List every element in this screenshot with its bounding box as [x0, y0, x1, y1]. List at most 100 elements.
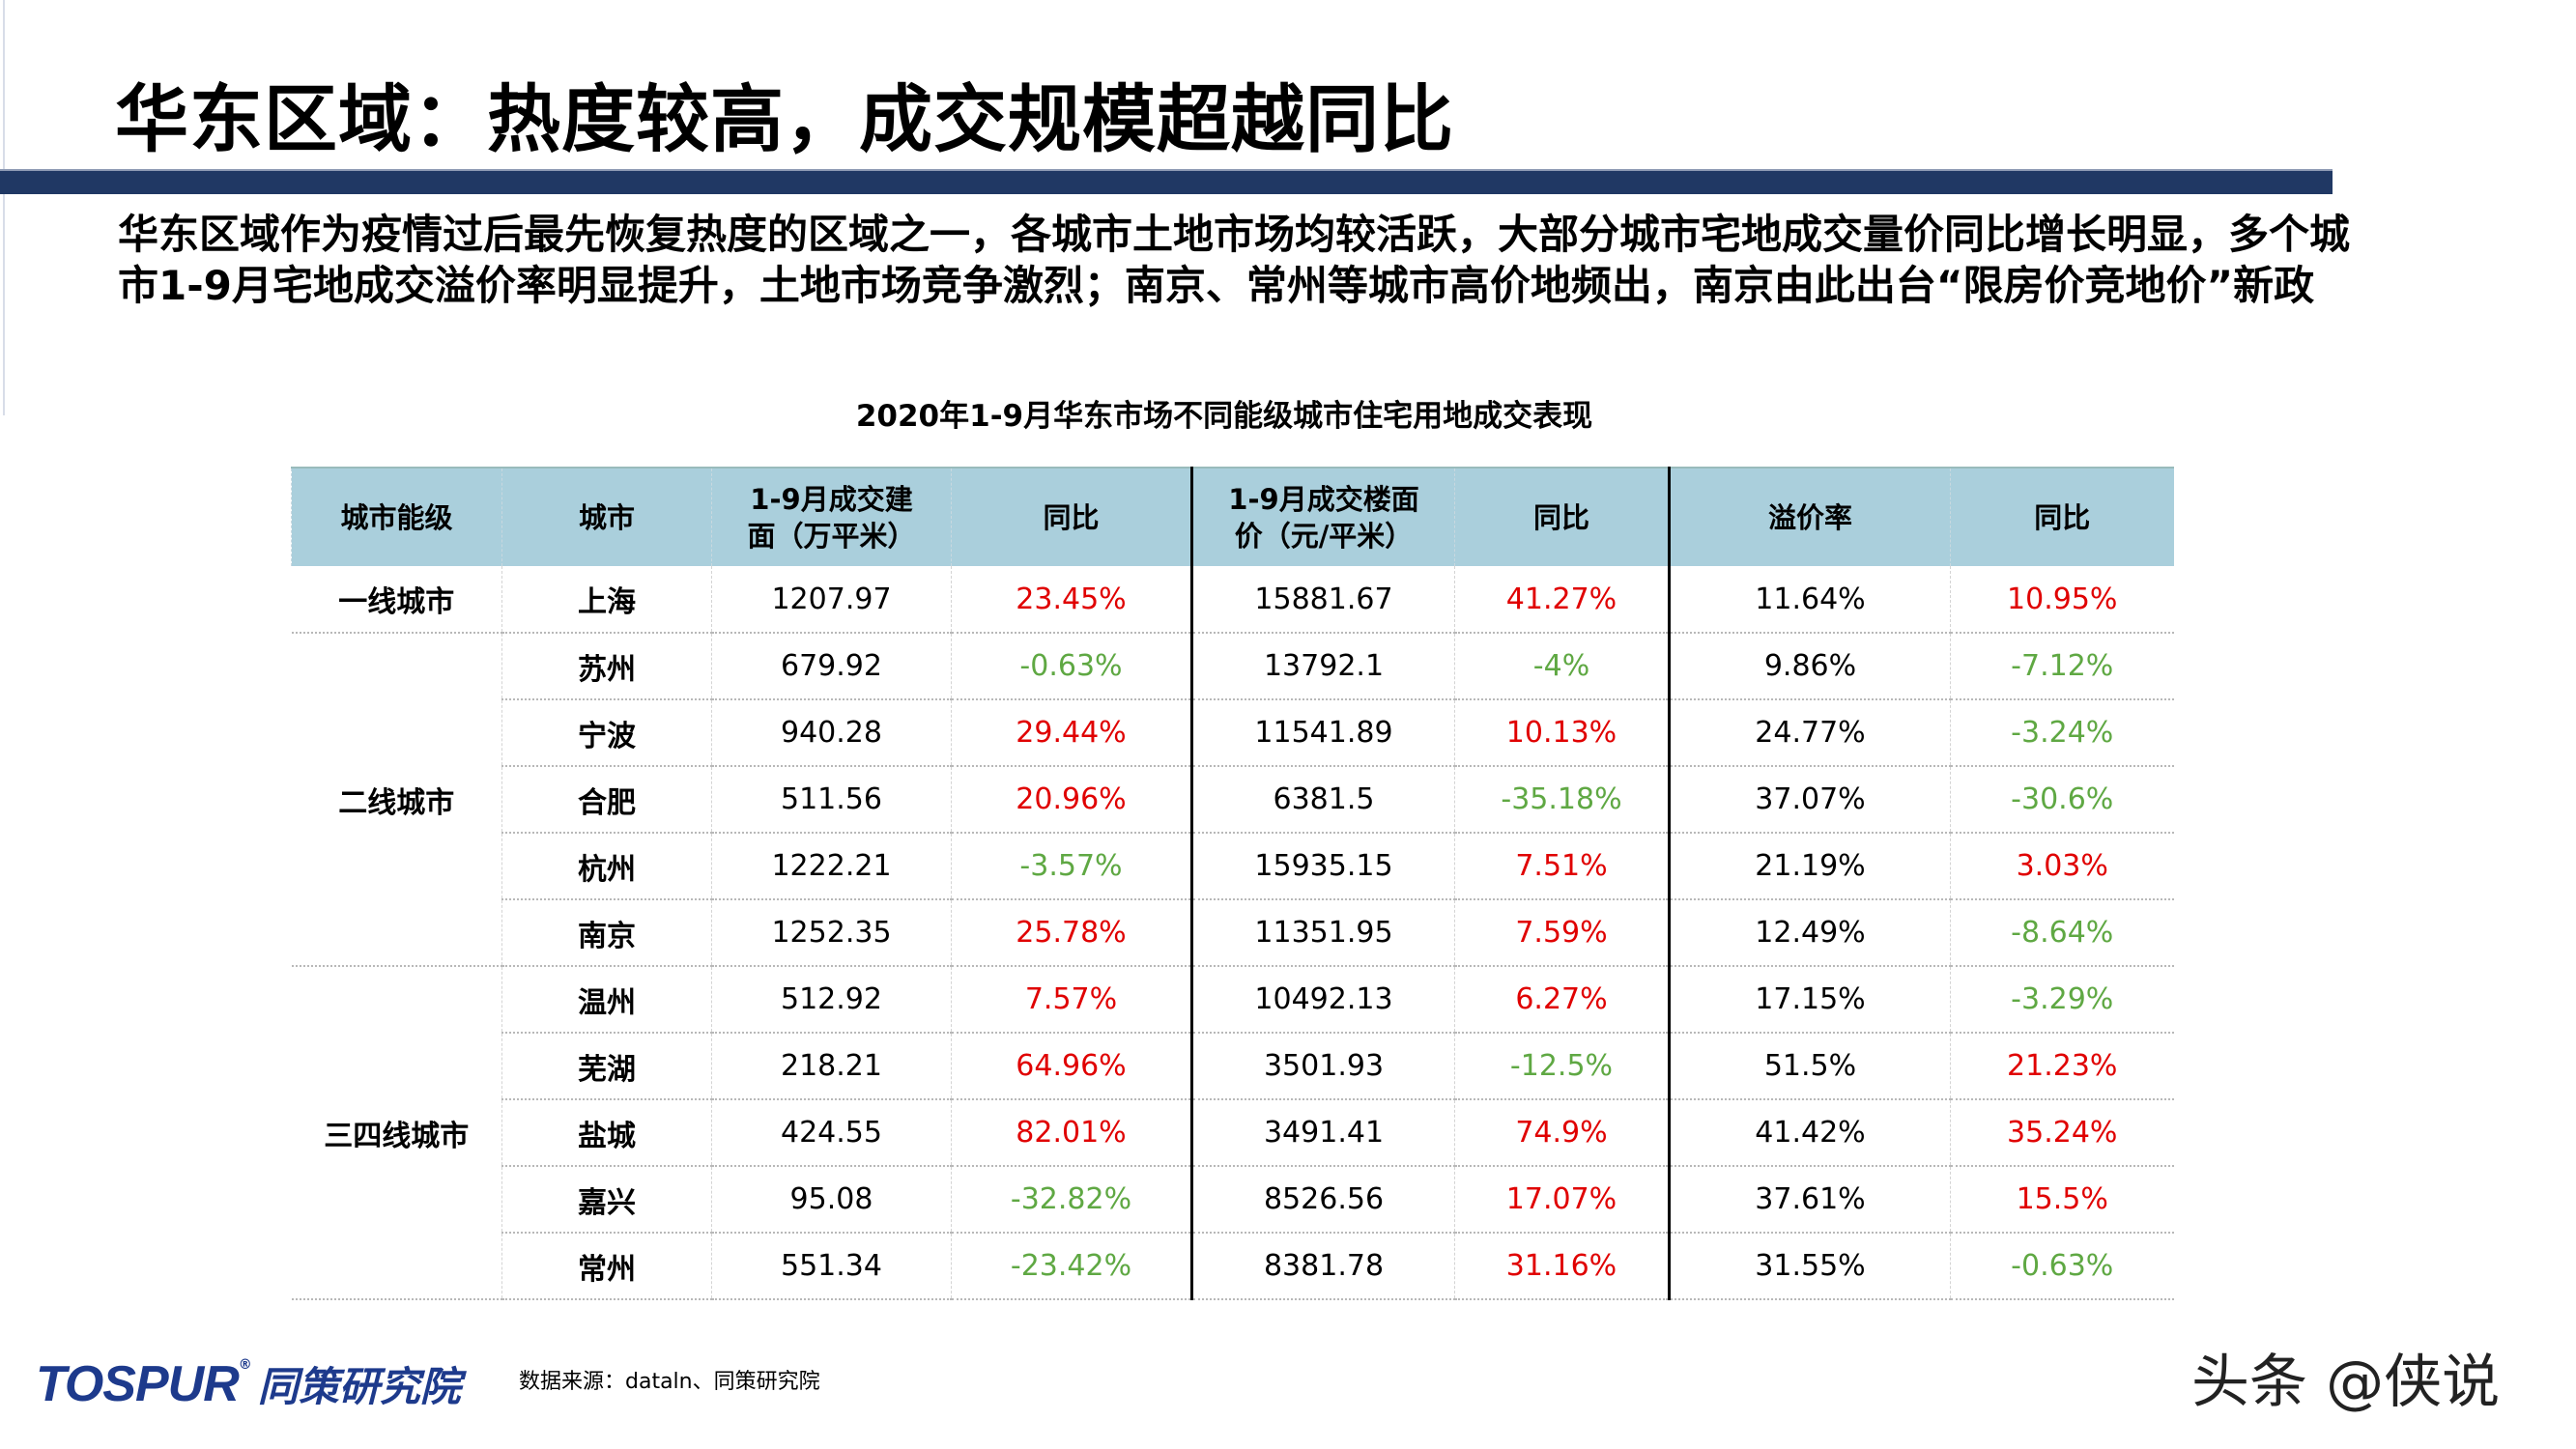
table-cell: 15935.15 — [1190, 833, 1455, 900]
city-name: 合肥 — [501, 766, 712, 834]
table-cell: -8.64% — [1950, 899, 2174, 967]
table-cell: 1207.97 — [711, 566, 952, 634]
table-cell: 10.13% — [1454, 699, 1670, 767]
table-cell: 11351.95 — [1190, 899, 1455, 967]
table-cell: 21.23% — [1950, 1033, 2174, 1100]
table-cell: -35.18% — [1454, 766, 1670, 834]
table-cell: 37.07% — [1668, 766, 1951, 834]
city-name: 盐城 — [501, 1099, 712, 1167]
data-source: 数据来源：dataln、同策研究院 — [519, 1370, 820, 1394]
table-cell: 10492.13 — [1190, 966, 1455, 1034]
table-cell: -7.12% — [1950, 633, 2174, 700]
table-cell: 11.64% — [1668, 566, 1951, 634]
city-name: 苏州 — [501, 633, 712, 700]
city-tier: 二线城市 — [291, 633, 502, 967]
column-header: 溢价率 — [1668, 467, 1951, 566]
city-tier: 三四线城市 — [291, 966, 502, 1300]
city-name: 嘉兴 — [501, 1166, 712, 1234]
table-cell: -0.63% — [1950, 1233, 2174, 1300]
table-cell: 6381.5 — [1190, 766, 1455, 834]
city-tier: 一线城市 — [291, 566, 502, 634]
table-row: 合肥 511.56 20.96% 6381.5 -35.18% 37.07% -30.6% — [292, 766, 2174, 834]
table-cell: 424.55 — [711, 1099, 952, 1167]
table-cell: 679.92 — [711, 633, 952, 700]
table-cell: 512.92 — [711, 966, 952, 1034]
table-cell: -0.63% — [951, 633, 1192, 700]
city-name: 上海 — [501, 566, 712, 634]
city-name: 杭州 — [501, 833, 712, 900]
column-header: 1-9月成交楼面价（元/平米） — [1190, 467, 1455, 566]
table-cell: 8381.78 — [1190, 1233, 1455, 1300]
table-cell: 3501.93 — [1190, 1033, 1455, 1100]
table-cell: 12.49% — [1668, 899, 1951, 967]
table-cell: 29.44% — [951, 699, 1192, 767]
table-cell: 51.5% — [1668, 1033, 1951, 1100]
table-cell: -3.57% — [951, 833, 1192, 900]
table-cell: 7.59% — [1454, 899, 1670, 967]
column-header: 同比 — [1454, 467, 1670, 566]
table-caption: 2020年1-9月华东市场不同能级城市住宅用地成交表现 — [855, 399, 1593, 434]
table-cell: 1252.35 — [711, 899, 952, 967]
page-title: 华东区域：热度较高，成交规模超越同比 — [115, 76, 1454, 162]
watermark: 头条 @侠说 — [2191, 1349, 2501, 1416]
table-cell: 8526.56 — [1190, 1166, 1455, 1234]
table-cell: 25.78% — [951, 899, 1192, 967]
table-cell: 24.77% — [1668, 699, 1951, 767]
table-cell: -32.82% — [951, 1166, 1192, 1234]
table-cell: 41.27% — [1454, 566, 1670, 634]
table-cell: -23.42% — [951, 1233, 1192, 1300]
column-header: 城市 — [501, 467, 712, 566]
table-cell: 74.9% — [1454, 1099, 1670, 1167]
city-name: 南京 — [501, 899, 712, 967]
table-cell: 7.51% — [1454, 833, 1670, 900]
table-cell: 3491.41 — [1190, 1099, 1455, 1167]
table-cell: 95.08 — [711, 1166, 952, 1234]
land-transaction-table: 城市能级 城市 1-9月成交建面（万平米） 同比 1-9月成交楼面价（元/平米） 同比 溢价… — [291, 467, 2174, 1300]
table-cell: 31.16% — [1454, 1233, 1670, 1300]
table-cell: 17.07% — [1454, 1166, 1670, 1234]
table-cell: 551.34 — [711, 1233, 952, 1300]
table-cell: 7.57% — [951, 966, 1192, 1034]
tospur-logo: TOSPUR ® 同策研究院 — [36, 1356, 461, 1412]
column-header: 同比 — [951, 467, 1192, 566]
table-cell: 82.01% — [951, 1099, 1192, 1167]
table-cell: 3.03% — [1950, 833, 2174, 900]
table-row: 杭州 1222.21 -3.57% 15935.15 7.51% 21.19% 3.03% — [292, 833, 2174, 900]
column-header: 同比 — [1950, 467, 2174, 566]
city-name: 常州 — [501, 1233, 712, 1300]
table-row: 三四线城市 温州 512.92 7.57% 10492.13 6.27% 17.15% -3.… — [291, 966, 2174, 1300]
table-cell: 41.42% — [1668, 1099, 1951, 1167]
table-cell: 940.28 — [711, 699, 952, 767]
table-cell: 15881.67 — [1190, 566, 1455, 634]
column-header: 城市能级 — [291, 467, 502, 566]
table-cell: 6.27% — [1454, 966, 1670, 1034]
table-cell: -4% — [1454, 633, 1670, 700]
table-cell: 21.19% — [1668, 833, 1951, 900]
title-divider-bar — [0, 169, 2333, 194]
table-row: 嘉兴 95.08 -32.82% 8526.56 17.07% 37.61% 15.5% — [292, 1166, 2174, 1234]
table-cell: 35.24% — [1950, 1099, 2174, 1167]
table-cell: 10.95% — [1950, 566, 2174, 634]
table-cell: 9.86% — [1668, 633, 1951, 700]
table-cell: 11541.89 — [1190, 699, 1455, 767]
logo-cn: 同策研究院 — [257, 1363, 461, 1410]
table-cell: 37.61% — [1668, 1166, 1951, 1234]
table-row: 一线城市 上海 1207.97 23.45% 15881.67 41.27% 11.64% 1… — [291, 566, 2174, 634]
table-cell: 511.56 — [711, 766, 952, 834]
summary-paragraph: 华东区域作为疫情过后最先恢复热度的区域之一，各城市土地市场均较活跃，大部分城市宅… — [118, 211, 2351, 309]
table-cell: 20.96% — [951, 766, 1192, 834]
logo-en: TOSPUR — [36, 1356, 240, 1412]
table-cell: -12.5% — [1454, 1033, 1670, 1100]
table-cell: 15.5% — [1950, 1166, 2174, 1234]
table-cell: 17.15% — [1668, 966, 1951, 1034]
table-row: 二线城市 苏州 679.92 -0.63% 13792.1 -4% 9.86% -7.12% — [291, 633, 2174, 967]
table-row: 盐城 424.55 82.01% 3491.41 74.9% 41.42% 35.24% — [292, 1099, 2174, 1167]
table-cell: 218.21 — [711, 1033, 952, 1100]
column-header: 1-9月成交建面（万平米） — [711, 467, 952, 566]
left-edge-line — [3, 0, 5, 415]
table-cell: 13792.1 — [1190, 633, 1455, 700]
table-cell: -3.24% — [1950, 699, 2174, 767]
table-cell: 31.55% — [1668, 1233, 1951, 1300]
table-cell: -3.29% — [1950, 966, 2174, 1034]
city-name: 芜湖 — [501, 1033, 712, 1100]
